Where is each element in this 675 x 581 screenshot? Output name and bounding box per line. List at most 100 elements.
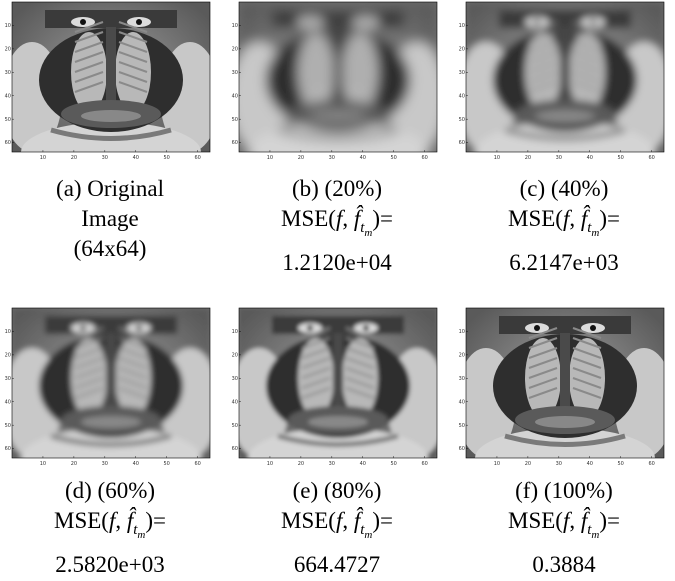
x-tick-label: 50 [391, 155, 397, 161]
x-tick-label: 60 [648, 461, 654, 467]
x-tick-label: 30 [102, 155, 108, 161]
y-tick-label: 50 [459, 423, 465, 429]
image-axes: 10 20 30 40 50 60 10 20 30 40 50 60 [459, 1, 665, 161]
x-tick-label: 20 [298, 461, 304, 467]
y-tick-label: 40 [232, 93, 238, 99]
x-tick-label: 20 [525, 155, 531, 161]
x-tick-label: 60 [194, 155, 200, 161]
y-tick-label: 40 [459, 93, 465, 99]
baboon-image-b: 10 20 30 40 50 60 10 20 30 40 50 60 [231, 0, 443, 162]
x-tick-label: 10 [267, 461, 273, 467]
x-tick-label: 50 [618, 461, 624, 467]
y-tick-label: 60 [232, 446, 238, 452]
x-tick-label: 10 [267, 155, 273, 161]
x-tick-label: 50 [618, 155, 624, 161]
caption-a: (a) Original Image (64x64) [4, 174, 216, 264]
x-tick-label: 40 [587, 155, 593, 161]
y-tick-label: 40 [459, 399, 465, 405]
x-tick-label: 30 [556, 155, 562, 161]
image-axes: 10 20 30 40 50 60 10 20 30 40 50 60 [5, 307, 211, 467]
caption-line: (d) (60%) [64, 478, 156, 503]
caption-line: (b) (20%) [291, 176, 383, 201]
x-tick-label: 20 [71, 461, 77, 467]
mse-value: 1.2120e+04 [282, 249, 392, 275]
y-tick-label: 40 [5, 93, 11, 99]
caption-line: (a) Original [56, 176, 164, 201]
y-tick-label: 50 [459, 117, 465, 123]
y-tick-label: 30 [5, 376, 11, 382]
mse-value: 0.3884 [532, 551, 596, 577]
x-tick-label: 60 [421, 461, 427, 467]
x-tick-label: 10 [494, 155, 500, 161]
y-tick-label: 40 [232, 399, 238, 405]
caption-line: (e) (80%) [292, 478, 382, 503]
baboon-image-d: 10 20 30 40 50 60 10 20 30 40 50 60 [4, 306, 216, 468]
y-tick-label: 30 [459, 376, 465, 382]
x-tick-label: 60 [421, 155, 427, 161]
x-tick-label: 10 [494, 461, 500, 467]
y-tick-label: 60 [5, 140, 11, 146]
x-tick-label: 40 [360, 155, 366, 161]
mse-formula: MSE(f, f̂tm)= [508, 206, 620, 239]
y-tick-label: 10 [459, 329, 465, 335]
caption-line: (c) (40%) [519, 176, 609, 201]
mse-formula: MSE(f, f̂tm)= [281, 508, 393, 541]
image-axes: 10 20 30 40 50 60 10 20 30 40 50 60 [232, 1, 438, 161]
y-tick-label: 10 [232, 23, 238, 29]
caption-line: (64x64) [73, 236, 147, 261]
y-tick-label: 60 [459, 140, 465, 146]
x-tick-label: 20 [71, 155, 77, 161]
caption-d: (d) (60%) MSE(f, f̂tm)= 2.5820e+03 [4, 476, 216, 580]
mse-formula: MSE(f, f̂tm)= [54, 508, 166, 541]
y-tick-label: 20 [5, 352, 11, 358]
y-tick-label: 60 [459, 446, 465, 452]
x-tick-label: 60 [648, 155, 654, 161]
x-tick-label: 50 [164, 155, 170, 161]
y-tick-label: 30 [5, 70, 11, 76]
caption-f: (f) (100%) MSE(f, f̂tm)= 0.3884 [458, 476, 670, 580]
image-axes: 10 20 30 40 50 60 10 20 30 40 50 60 [5, 1, 211, 161]
baboon-image-f: 10 20 30 40 50 60 10 20 30 40 50 60 [458, 306, 670, 468]
x-tick-label: 50 [164, 461, 170, 467]
caption-line: Image [81, 206, 139, 231]
image-axes: 10 20 30 40 50 60 10 20 30 40 50 60 [459, 307, 665, 467]
caption-line: (f) (100%) [515, 478, 613, 503]
y-tick-label: 30 [232, 376, 238, 382]
x-tick-label: 40 [587, 461, 593, 467]
caption-b: (b) (20%) MSE(f, f̂tm)= 1.2120e+04 [231, 174, 443, 278]
x-tick-label: 40 [360, 461, 366, 467]
y-tick-label: 20 [232, 46, 238, 52]
x-tick-label: 30 [329, 461, 335, 467]
x-tick-label: 20 [525, 461, 531, 467]
x-tick-label: 30 [556, 461, 562, 467]
baboon-image-a: 10 20 30 40 50 60 10 20 30 40 50 60 [4, 0, 216, 162]
x-tick-label: 30 [329, 155, 335, 161]
mse-formula: MSE(f, f̂tm)= [508, 508, 620, 541]
y-tick-label: 50 [232, 117, 238, 123]
caption-e: (e) (80%) MSE(f, f̂tm)= 664.4727 [231, 476, 443, 580]
mse-value: 664.4727 [293, 551, 381, 577]
x-tick-label: 60 [194, 461, 200, 467]
y-tick-label: 50 [5, 117, 11, 123]
x-tick-label: 40 [133, 155, 139, 161]
caption-c: (c) (40%) MSE(f, f̂tm)= 6.2147e+03 [458, 174, 670, 278]
mse-value: 2.5820e+03 [55, 551, 165, 577]
y-tick-label: 10 [5, 329, 11, 335]
x-tick-label: 20 [298, 155, 304, 161]
mse-formula: MSE(f, f̂tm)= [281, 206, 393, 239]
y-tick-label: 20 [459, 46, 465, 52]
x-tick-label: 40 [133, 461, 139, 467]
y-tick-label: 50 [232, 423, 238, 429]
x-tick-label: 50 [391, 461, 397, 467]
y-tick-label: 60 [5, 446, 11, 452]
y-tick-label: 40 [5, 399, 11, 405]
y-tick-label: 30 [232, 70, 238, 76]
y-tick-label: 60 [232, 140, 238, 146]
mse-value: 6.2147e+03 [509, 249, 619, 275]
baboon-image-c: 10 20 30 40 50 60 10 20 30 40 50 60 [458, 0, 670, 162]
y-tick-label: 10 [232, 329, 238, 335]
y-tick-label: 50 [5, 423, 11, 429]
x-tick-label: 30 [102, 461, 108, 467]
image-axes: 10 20 30 40 50 60 10 20 30 40 50 60 [232, 307, 438, 467]
y-tick-label: 20 [5, 46, 11, 52]
